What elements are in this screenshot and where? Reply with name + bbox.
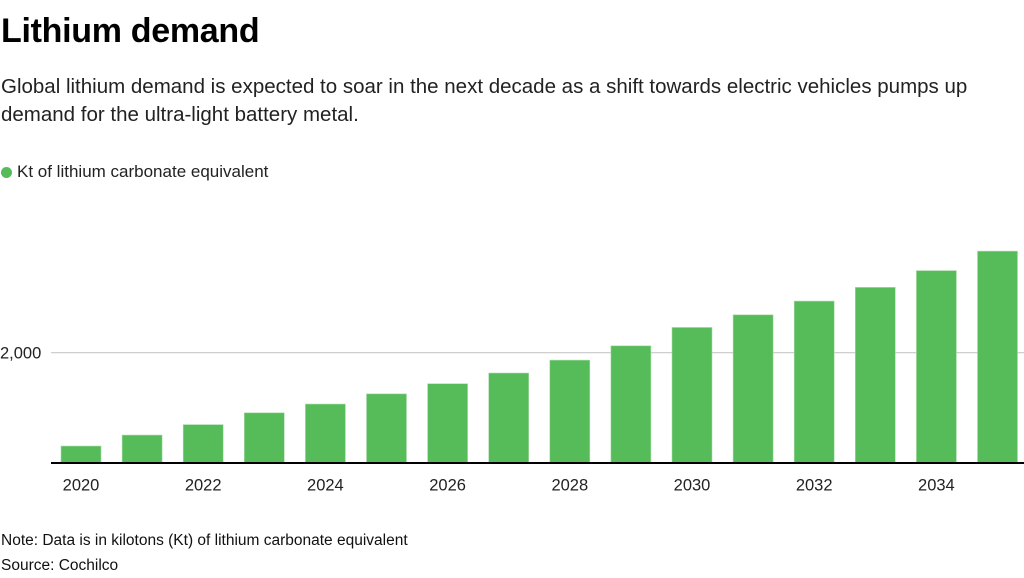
y-tick-label: 2,000: [0, 345, 41, 363]
chart-title: Lithium demand: [1, 12, 260, 50]
x-tick-label: 2030: [674, 477, 711, 495]
bar-2031: [732, 314, 774, 463]
bar-2024: [305, 403, 346, 463]
legend-swatch-icon: [1, 166, 12, 178]
bar-2022: [182, 424, 224, 463]
bar-2020: [60, 445, 102, 463]
bar-2028: [549, 359, 591, 463]
bar-2033: [854, 287, 896, 463]
bar-2021: [121, 434, 163, 463]
bar-2030: [671, 327, 713, 463]
x-tick-label: 2026: [429, 477, 466, 495]
x-tick-label: 2024: [307, 477, 344, 495]
x-tick-label: 2032: [796, 477, 833, 495]
bar-2032: [793, 300, 835, 463]
bar-2029: [610, 345, 652, 463]
x-tick-label: 2020: [63, 477, 100, 495]
x-tick-label: 2034: [918, 477, 955, 495]
bar-2025: [366, 393, 407, 463]
bar-2035: [977, 250, 1018, 463]
bars: [60, 250, 1018, 463]
bar-2023: [244, 412, 285, 463]
bar-2034: [916, 270, 957, 463]
chart-subtitle: Global lithium demand is expected to soa…: [1, 75, 968, 126]
source-line: Source: Cochilco: [1, 557, 119, 574]
bar-2026: [427, 383, 468, 463]
footnote: Note: Data is in kilotons (Kt) of lithiu…: [1, 532, 408, 549]
legend: Kt of lithium carbonate equivalent: [1, 162, 268, 182]
bar-2027: [488, 372, 530, 463]
x-tick-label: 2028: [551, 477, 588, 495]
bar-chart: 2,000 2020 2022 2024 2026 2028 2030 2032 2034: [0, 250, 1024, 495]
axes: 2020 2022 2024 2026 2028 2030 2032 2034: [51, 462, 1024, 495]
legend-label: Kt of lithium carbonate equivalent: [17, 162, 269, 181]
x-tick-label: 2022: [185, 477, 222, 495]
